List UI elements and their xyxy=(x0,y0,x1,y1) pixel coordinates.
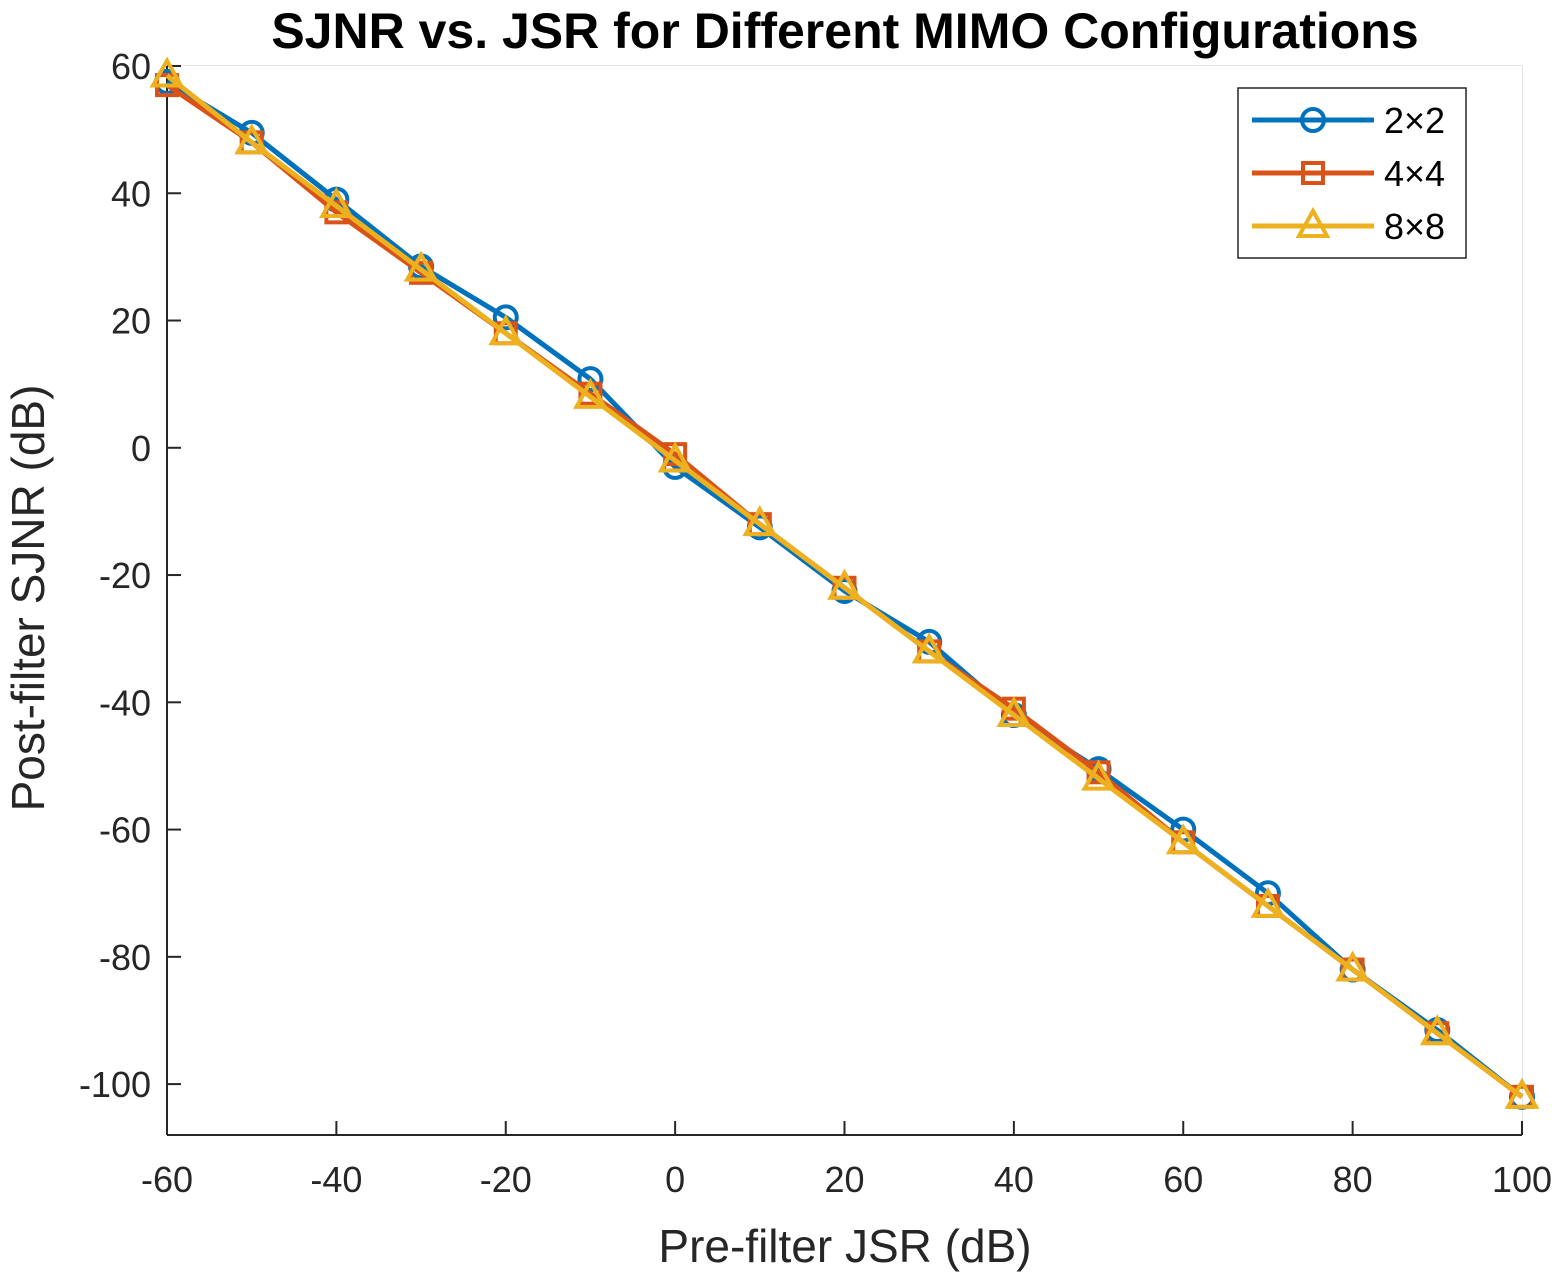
data-point xyxy=(1504,1077,1540,1109)
chart-title: SJNR vs. JSR for Different MIMO Configur… xyxy=(271,3,1418,59)
y-axis: -100 -80 -60 -40 -20 0 20 40 60 xyxy=(79,46,181,1105)
data-point xyxy=(492,304,519,331)
legend-item: 2×2 xyxy=(1252,100,1445,141)
legend-marker xyxy=(1295,206,1331,238)
data-point xyxy=(1250,886,1286,918)
y-tick-label: 20 xyxy=(111,301,151,342)
y-tick-label: -60 xyxy=(99,810,151,851)
data-point xyxy=(1335,950,1371,982)
y-tick-label: 0 xyxy=(131,428,151,469)
legend: 2×2 4×4 8×8 xyxy=(1237,87,1467,259)
legend-label: 2×2 xyxy=(1384,100,1445,141)
data-point xyxy=(1165,823,1201,855)
x-tick-label: -60 xyxy=(141,1159,193,1200)
data-point xyxy=(996,695,1032,728)
y-axis-label: Post-filter SJNR (dB) xyxy=(2,385,54,812)
y-tick-label: 40 xyxy=(111,173,151,214)
x-axis: -60 -40 -20 0 20 40 60 80 100 xyxy=(141,1121,1552,1200)
data-point xyxy=(573,377,608,409)
x-tick-label: -20 xyxy=(480,1159,532,1200)
legend-item: 4×4 xyxy=(1252,153,1445,194)
legend-item: 8×8 xyxy=(1252,206,1445,247)
legend-label: 4×4 xyxy=(1384,153,1445,194)
data-point xyxy=(234,123,270,155)
data-point xyxy=(742,505,778,537)
data-point xyxy=(318,186,354,218)
data-point xyxy=(1419,1014,1455,1046)
x-tick-label: 0 xyxy=(665,1159,685,1200)
y-tick-label: -40 xyxy=(99,682,151,723)
x-tick-label: -40 xyxy=(310,1159,362,1200)
x-tick-label: 20 xyxy=(824,1159,864,1200)
data-point xyxy=(911,632,947,664)
series-3 xyxy=(149,56,1540,1109)
y-tick-label: 60 xyxy=(111,46,151,87)
data-point xyxy=(149,56,185,88)
x-tick-label: 60 xyxy=(1163,1159,1203,1200)
y-tick-label: -80 xyxy=(99,937,151,978)
x-tick-label: 100 xyxy=(1492,1159,1552,1200)
y-tick-label: -20 xyxy=(99,555,151,596)
legend-marker xyxy=(1300,107,1326,133)
legend-marker xyxy=(1301,161,1325,185)
data-point xyxy=(577,366,604,393)
data-point xyxy=(403,250,439,282)
y-tick-label: -100 xyxy=(79,1064,151,1105)
data-point xyxy=(827,568,862,600)
data-point xyxy=(488,314,524,346)
data-point xyxy=(1081,759,1116,791)
series-line xyxy=(165,79,1524,1099)
x-tick-label: 80 xyxy=(1333,1159,1373,1200)
series-line xyxy=(165,73,1524,1099)
legend-label: 8×8 xyxy=(1384,206,1445,247)
data-point xyxy=(657,441,693,473)
x-axis-label: Pre-filter JSR (dB) xyxy=(658,1220,1031,1272)
x-tick-label: 40 xyxy=(994,1159,1034,1200)
series-group xyxy=(149,56,1540,1110)
